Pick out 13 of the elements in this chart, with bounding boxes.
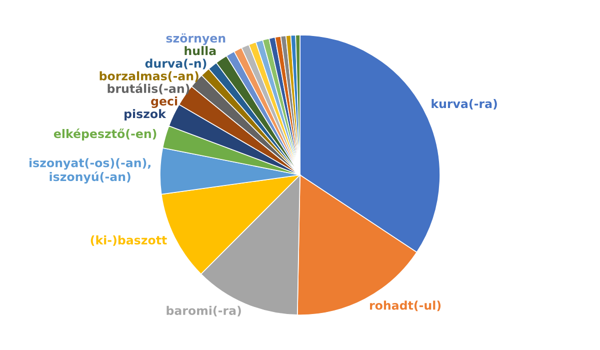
slice-label: (ki-)baszott xyxy=(90,235,167,246)
slice-label: rohadt(-ul) xyxy=(370,300,441,312)
slice-label: piszok xyxy=(124,109,166,121)
slice-label: brutális(-an) xyxy=(108,83,190,94)
slice-label: hulla xyxy=(184,46,216,56)
slice-label: elképesztő(-en) xyxy=(54,128,156,140)
slice-label: szörnyen xyxy=(166,33,226,46)
slice-label: durva(-n) xyxy=(145,58,206,70)
slice-label: kurva(-ra) xyxy=(432,99,497,110)
slice-label: iszonyat(-os)(-an), iszonyú(-an) xyxy=(30,158,150,184)
slice-label: baromi(-ra) xyxy=(166,306,241,316)
slice-label: geci xyxy=(151,96,178,108)
slice-label: borzalmas(-an) xyxy=(100,71,198,82)
